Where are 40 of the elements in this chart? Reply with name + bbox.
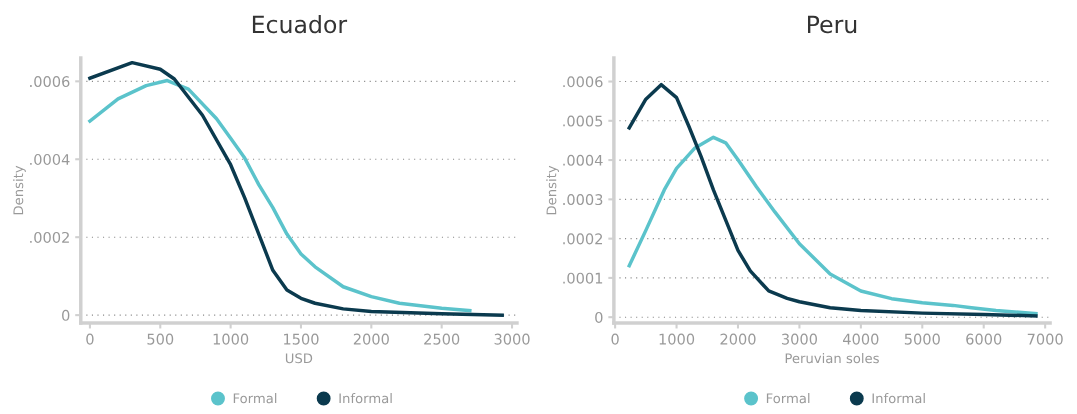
y-tick-label: .0002: [30, 231, 69, 243]
y-axis-title: Density: [546, 165, 559, 215]
x-axis-title: USD: [285, 353, 313, 364]
y-tick-label: .0006: [30, 76, 70, 88]
line-series: [88, 78, 472, 313]
y-tick-label: .0003: [563, 194, 603, 206]
x-tick-label: 1500: [284, 333, 319, 345]
y-tick-label: 0: [595, 311, 603, 323]
line-series: [627, 135, 1038, 316]
x-tick-label: 1000: [659, 333, 695, 345]
legend-label: Informal: [339, 393, 392, 404]
y-axis-title: Density: [13, 165, 26, 215]
chart-title: Peru: [808, 15, 857, 34]
x-tick-label: 3000: [494, 333, 530, 345]
x-tick-label: 6000: [966, 333, 1002, 345]
line-series: [627, 82, 1038, 318]
chart-title: Ecuador: [252, 15, 348, 34]
x-tick-label: 2000: [720, 333, 756, 345]
y-tick-label: .0002: [563, 233, 603, 245]
x-tick-label: 0: [611, 333, 619, 345]
x-axis-title: Peruvian soles: [785, 353, 879, 364]
legend-label: Formal: [233, 393, 277, 404]
x-tick-label: 7000: [1027, 333, 1063, 345]
x-tick-label: 1000: [213, 333, 249, 345]
x-tick-label: 500: [147, 333, 174, 345]
y-tick-label: .0004: [563, 154, 603, 166]
y-tick-label: .0006: [563, 76, 603, 88]
y-tick-label: .0005: [563, 115, 603, 127]
x-tick-label: 2000: [353, 333, 389, 345]
y-tick-label: 0: [62, 309, 70, 321]
x-tick-label: 4000: [843, 333, 879, 345]
legend-label: Informal: [872, 393, 925, 404]
y-tick-label: .0004: [30, 153, 70, 166]
x-tick-label: 2500: [424, 333, 460, 345]
legend-label: Formal: [766, 393, 810, 404]
y-tick-label: .0001: [563, 272, 603, 284]
x-tick-label: 0: [86, 333, 94, 345]
x-tick-label: 3000: [781, 333, 818, 345]
x-tick-label: 5000: [904, 333, 940, 345]
line-series: [88, 60, 504, 317]
